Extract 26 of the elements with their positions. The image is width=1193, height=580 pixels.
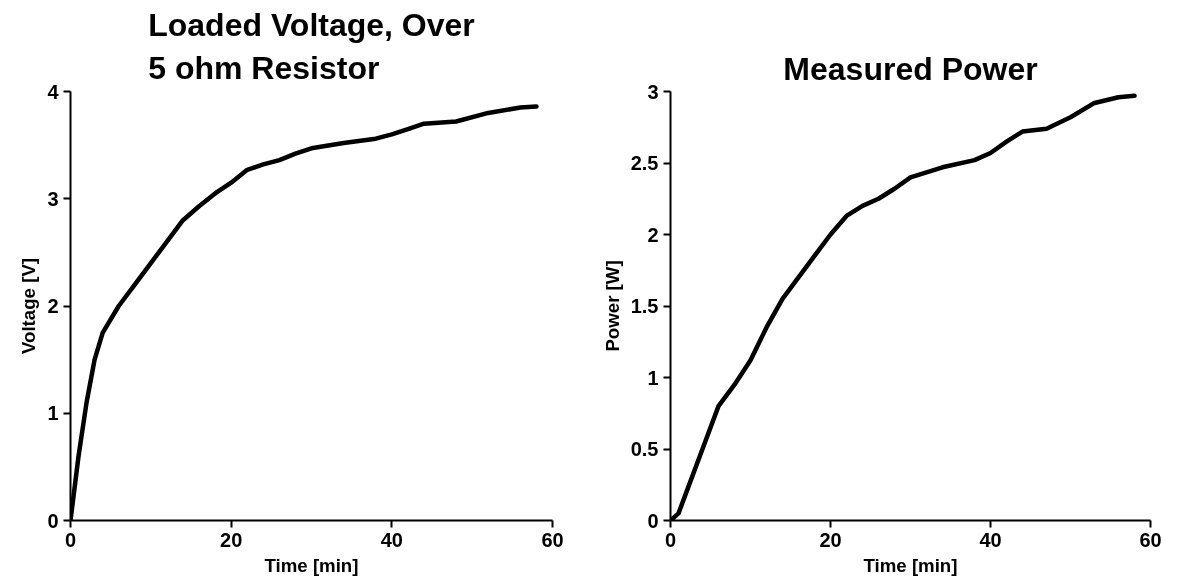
- x-tick-label: 60: [541, 528, 564, 551]
- y-tick-label: 1: [47, 402, 59, 425]
- x-axis-title: Time [min]: [863, 554, 958, 576]
- x-axis-title: Time [min]: [264, 554, 359, 576]
- y-tick-label: 0: [647, 509, 659, 532]
- y-axis-title: Power [W]: [601, 260, 623, 352]
- x-tick-label: 20: [220, 528, 243, 551]
- x-tick-label: 0: [64, 528, 77, 551]
- y-tick-label: 1.5: [630, 295, 659, 317]
- y-tick-label: 3: [647, 80, 659, 103]
- y-tick-label: 2.5: [630, 152, 659, 174]
- chart-title: Measured Power: [783, 50, 1038, 87]
- x-tick-label: 40: [380, 528, 403, 551]
- x-tick-label: 60: [1139, 528, 1162, 551]
- y-tick-label: 0: [47, 509, 59, 532]
- y-tick-label: 0.5: [630, 438, 659, 460]
- chart-title: Loaded Voltage, Over 5 ohm Resistor: [148, 7, 475, 87]
- x-tick-label: 40: [979, 528, 1002, 551]
- x-tick-label: 20: [819, 528, 842, 551]
- x-tick-label: 0: [664, 528, 677, 551]
- y-tick-label: 2: [647, 223, 659, 246]
- y-tick-label: 2: [47, 295, 59, 317]
- y-tick-label: 4: [47, 80, 60, 103]
- y-axis-title: Voltage [V]: [18, 257, 40, 355]
- y-tick-label: 1: [647, 366, 659, 389]
- y-tick-label: 3: [47, 187, 59, 210]
